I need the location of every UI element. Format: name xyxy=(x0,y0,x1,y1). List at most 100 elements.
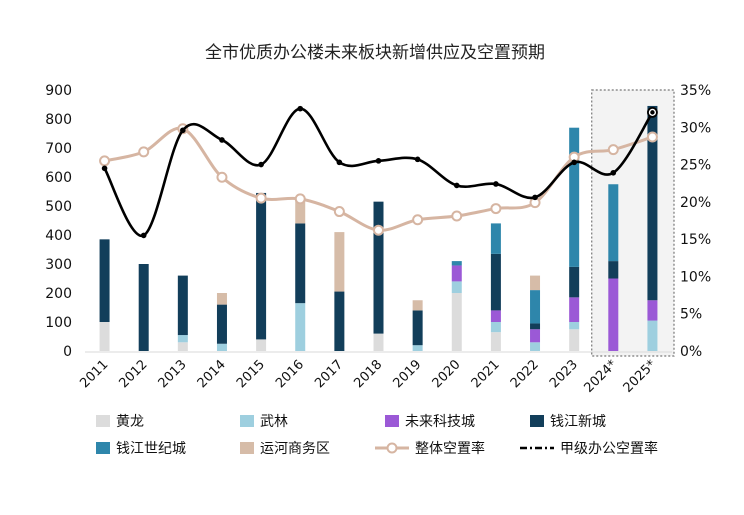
legend-label: 钱江新城 xyxy=(550,414,606,430)
x-axis-tick-label: 2019 xyxy=(390,357,424,391)
x-axis-tick-label: 2014 xyxy=(195,357,229,391)
legend-swatch xyxy=(96,415,110,427)
overall-vacancy-point xyxy=(451,210,463,222)
bar-segment xyxy=(647,105,658,301)
bar-segment xyxy=(216,304,227,344)
bar-segment xyxy=(138,264,149,351)
bar-segment xyxy=(569,297,580,322)
right-axis-tick-label: 20% xyxy=(680,195,711,211)
bar-segment xyxy=(216,293,227,305)
bar-segment xyxy=(412,310,423,346)
bar-segment xyxy=(177,275,188,336)
grade-a-vacancy-point xyxy=(375,158,382,164)
bar-segment xyxy=(608,261,619,279)
bar-segment xyxy=(412,300,423,311)
x-axis-tick-label: 2018 xyxy=(351,357,385,391)
x-axis-tick-label: 2012 xyxy=(117,357,151,391)
legend-swatch xyxy=(240,442,254,454)
legend-label: 未来科技城 xyxy=(405,414,475,430)
bar-segment xyxy=(177,335,188,343)
bar-segment xyxy=(490,332,501,351)
legend-label: 武林 xyxy=(260,414,288,430)
bar-segment xyxy=(569,127,580,267)
grade-a-vacancy-point xyxy=(493,181,499,187)
grade-a-vacancy-point xyxy=(414,156,421,163)
bar-segment xyxy=(295,303,306,351)
x-axis-tick-label: 2015 xyxy=(234,357,268,391)
grade-a-vacancy-point xyxy=(297,105,304,112)
overall-vacancy-point xyxy=(294,193,306,205)
overall-vacancy-point xyxy=(607,144,619,156)
right-axis-tick-label: 35% xyxy=(680,83,711,99)
left-axis-tick-label: 0 xyxy=(63,344,72,360)
bar-segment xyxy=(295,200,306,224)
bar-segment xyxy=(608,278,619,351)
bar-segment xyxy=(530,275,541,291)
legend-label: 钱江世纪城 xyxy=(116,441,186,457)
bar-segment xyxy=(412,345,423,351)
bar-segment xyxy=(256,192,267,340)
bar-segment xyxy=(530,329,541,343)
x-axis-tick-label: 2017 xyxy=(312,357,346,391)
bar-segment xyxy=(530,323,541,330)
bar-segment xyxy=(490,310,501,322)
x-axis-tick-label: 2022 xyxy=(508,357,542,391)
grade-a-vacancy-point xyxy=(219,137,225,143)
legend-swatch xyxy=(385,415,399,427)
right-axis-tick-label: 10% xyxy=(680,269,711,285)
bar-segment xyxy=(295,223,306,304)
left-axis-tick-label: 800 xyxy=(45,112,72,128)
right-axis-tick-label: 30% xyxy=(680,120,711,136)
grade-a-vacancy-point-center xyxy=(650,110,655,115)
bar-segment xyxy=(334,232,345,292)
bar-segment xyxy=(256,339,267,351)
x-axis-tick-label: 2021 xyxy=(469,357,503,391)
grade-a-vacancy-point xyxy=(571,159,577,166)
grade-a-vacancy-point xyxy=(140,232,147,239)
overall-vacancy-point xyxy=(138,146,150,158)
x-axis-tick-label: 2011 xyxy=(77,357,111,391)
left-axis-tick-label: 200 xyxy=(45,286,72,302)
bar-segment xyxy=(490,223,501,254)
bar-segment xyxy=(451,293,462,351)
legend-swatch xyxy=(96,442,110,454)
x-axis-tick-label: 2025* xyxy=(621,357,660,396)
overall-vacancy-point xyxy=(412,214,424,226)
bar-segment xyxy=(608,184,619,262)
forecast-highlight-box xyxy=(591,89,675,357)
grade-a-vacancy-point xyxy=(453,182,460,189)
bar-segment xyxy=(647,300,658,321)
legend-swatch xyxy=(530,415,544,427)
bar-segment xyxy=(334,291,345,351)
overall-vacancy-point xyxy=(216,171,228,183)
x-axis-tick-label: 2013 xyxy=(156,357,190,391)
grade-a-vacancy-point xyxy=(532,194,538,201)
bar-segment xyxy=(569,329,580,351)
grade-a-vacancy-point xyxy=(101,165,108,172)
overall-vacancy-point xyxy=(490,203,502,215)
bar-segment xyxy=(530,290,541,324)
x-axis-tick-label: 2024* xyxy=(582,357,621,396)
right-axis-tick-label: 5% xyxy=(680,307,702,323)
legend-label: 运河商务区 xyxy=(260,441,330,457)
overall-vacancy-point xyxy=(373,224,384,236)
legend-swatch xyxy=(240,415,254,427)
right-axis-tick-label: 25% xyxy=(680,158,711,174)
left-axis-tick-label: 700 xyxy=(45,141,72,157)
x-axis-tick-label: 2023 xyxy=(547,357,581,391)
bar-segment xyxy=(451,281,462,293)
bar-segment xyxy=(530,342,541,351)
chart-title: 全市优质办公楼未来板块新增供应及空置预期 xyxy=(205,43,545,63)
left-axis-tick-label: 400 xyxy=(45,228,72,244)
left-axis-tick-label: 300 xyxy=(45,257,72,273)
bar-segment xyxy=(99,239,110,322)
bar-segment xyxy=(216,343,227,351)
grade-a-vacancy-point xyxy=(610,169,617,176)
overall-vacancy-point xyxy=(333,206,345,218)
bar-segment xyxy=(373,333,384,351)
overall-vacancy-point xyxy=(99,155,111,167)
right-axis-tick-label: 15% xyxy=(680,232,711,248)
grade-a-vacancy-point xyxy=(258,161,264,168)
left-axis-tick-label: 900 xyxy=(45,83,72,99)
